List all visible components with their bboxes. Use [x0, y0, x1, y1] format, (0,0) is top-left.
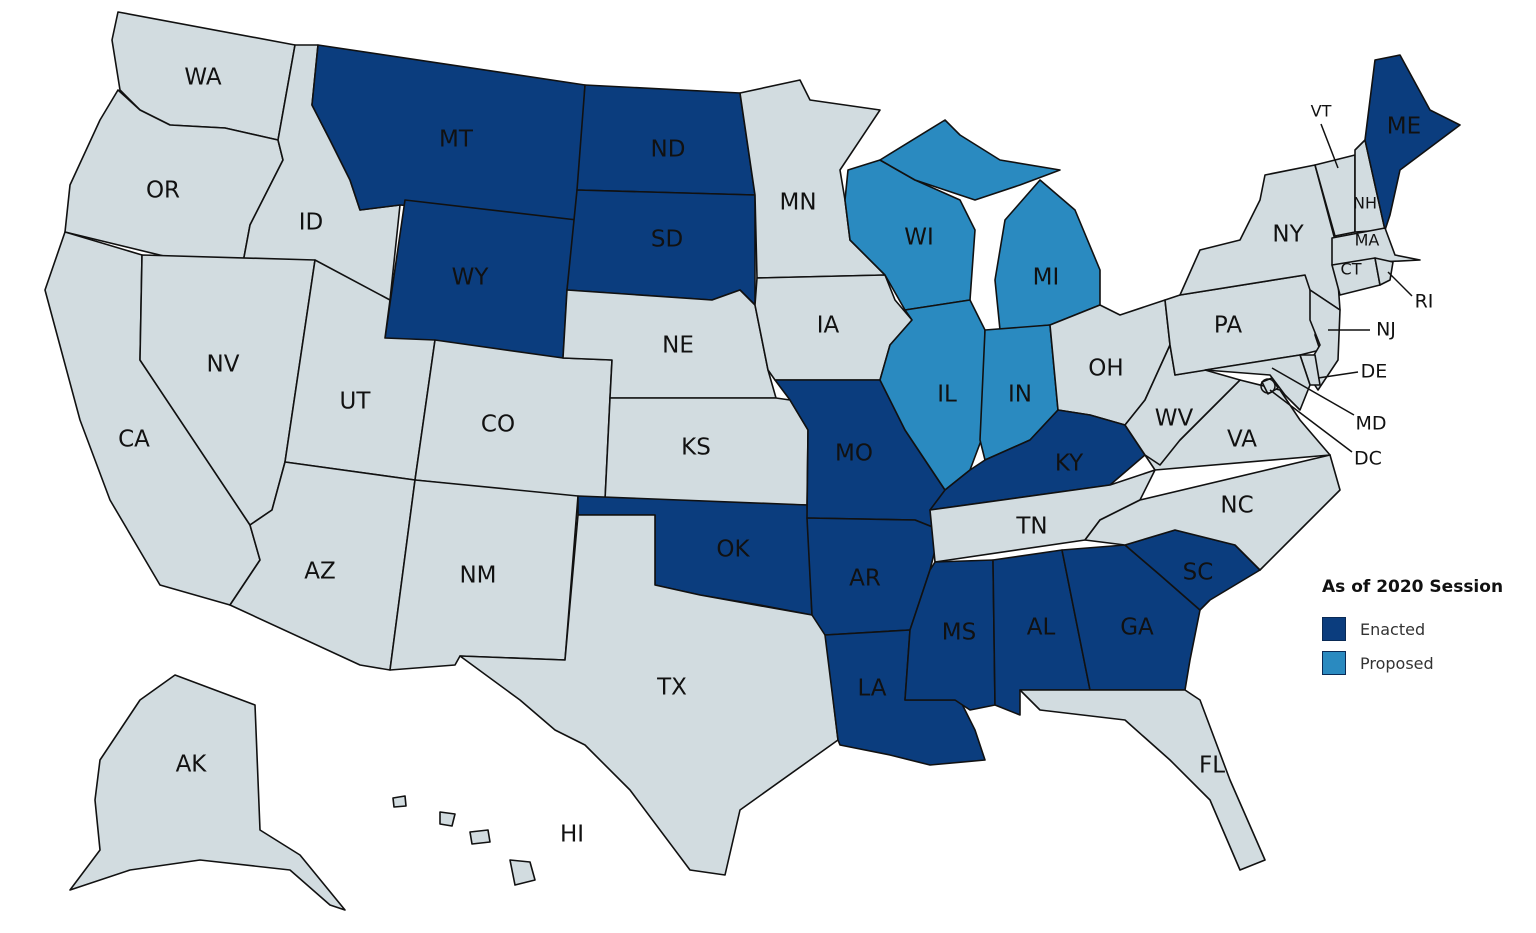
state-me [1364, 54, 1461, 231]
state-label-fl: FL [1199, 753, 1225, 779]
state-label-or: OR [146, 178, 180, 204]
state-label-ia: IA [817, 313, 840, 339]
state-label-id: ID [299, 210, 324, 236]
state-label-nh: NH [1353, 194, 1377, 213]
state-label-nj: NJ [1376, 319, 1396, 341]
state-label-pa: PA [1214, 313, 1242, 339]
state-md [1204, 354, 1311, 411]
leader-line-dc [1269, 389, 1353, 453]
state-label-ma: MA [1355, 231, 1380, 250]
state-label-tx: TX [656, 675, 687, 701]
state-hi [469, 829, 491, 845]
state-label-me: ME [1387, 114, 1421, 140]
state-label-ca: CA [118, 427, 150, 453]
leader-line-vt [1320, 123, 1339, 169]
legend-label-enacted: Enacted [1360, 619, 1426, 639]
state-hi [392, 795, 407, 808]
state-label-dc: DC [1354, 448, 1382, 470]
state-label-va: VA [1227, 427, 1257, 453]
state-label-wy: WY [452, 265, 490, 291]
legend-item-proposed: Proposed [1322, 651, 1503, 675]
state-label-vt: VT [1311, 102, 1332, 121]
state-label-mi: MI [1033, 265, 1060, 291]
leader-line-md [1271, 367, 1355, 416]
state-label-ms: MS [942, 620, 976, 646]
state-wv [1124, 344, 1241, 466]
state-mi [994, 179, 1101, 331]
state-label-de: DE [1361, 361, 1388, 383]
state-label-ny: NY [1272, 222, 1304, 248]
state-label-co: CO [481, 412, 515, 438]
legend-item-enacted: Enacted [1322, 617, 1503, 641]
state-label-hi: HI [560, 822, 584, 848]
state-label-ne: NE [662, 333, 694, 359]
state-hi [509, 859, 536, 886]
state-label-sc: SC [1183, 560, 1214, 586]
state-label-md: MD [1355, 413, 1386, 435]
dc-marker-circle [1260, 378, 1276, 394]
state-label-nm: NM [459, 563, 496, 589]
state-label-ak: AK [176, 752, 208, 778]
leader-line-de [1317, 371, 1359, 379]
state-nc [1084, 454, 1341, 571]
state-label-wv: WV [1155, 406, 1194, 432]
state-fl [1019, 689, 1266, 871]
legend-swatch-proposed [1322, 651, 1346, 675]
state-mi [879, 119, 1061, 201]
state-label-la: LA [857, 676, 886, 702]
state-label-il: IL [937, 382, 957, 408]
state-label-az: AZ [304, 559, 336, 585]
legend-swatch-enacted [1322, 617, 1346, 641]
state-label-ct: CT [1341, 260, 1362, 279]
legend-title: As of 2020 Session [1322, 577, 1504, 597]
state-ri [1374, 257, 1394, 286]
state-label-in: IN [1008, 382, 1032, 408]
state-label-mt: MT [439, 127, 474, 153]
state-label-ut: UT [340, 389, 372, 415]
legend-label-proposed: Proposed [1360, 653, 1434, 673]
leader-line-ri [1387, 271, 1413, 297]
state-hi [439, 811, 456, 827]
state-label-ar: AR [849, 566, 881, 592]
state-ne [562, 289, 777, 399]
state-label-ga: GA [1120, 615, 1154, 641]
state-label-nd: ND [651, 137, 686, 163]
state-label-oh: OH [1088, 356, 1123, 382]
state-label-ri: RI [1415, 291, 1434, 313]
state-label-nc: NC [1220, 493, 1253, 519]
state-label-wi: WI [904, 225, 934, 251]
state-label-sd: SD [651, 227, 683, 253]
state-label-ky: KY [1055, 451, 1084, 477]
state-ak [69, 674, 346, 911]
state-label-mn: MN [779, 190, 816, 216]
state-label-tn: TN [1015, 514, 1047, 540]
state-label-ks: KS [681, 435, 711, 461]
state-label-ok: OK [716, 537, 750, 563]
state-label-wa: WA [184, 65, 221, 91]
legend: As of 2020 Session Enacted Proposed [1322, 577, 1503, 685]
state-label-mo: MO [835, 441, 873, 467]
state-label-nv: NV [207, 352, 240, 378]
state-tx [459, 514, 839, 876]
state-label-al: AL [1027, 615, 1056, 641]
